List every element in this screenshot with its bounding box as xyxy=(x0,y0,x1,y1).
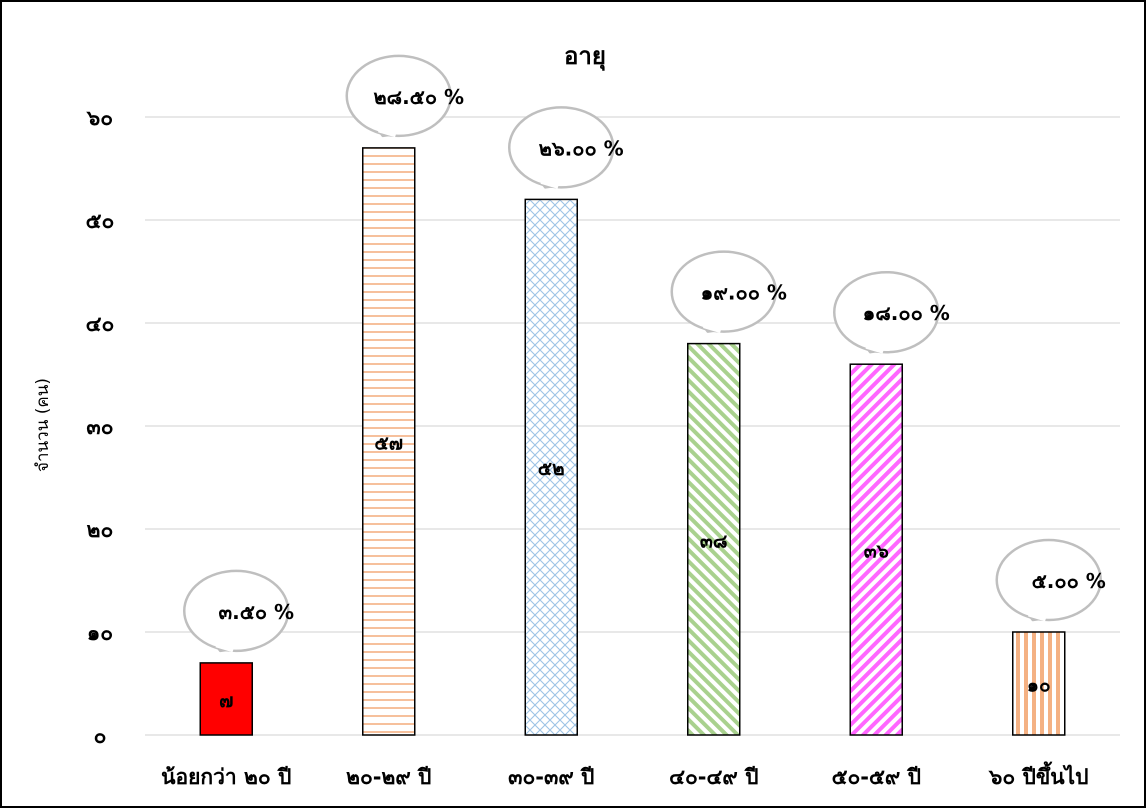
percent-callout: ๒๘.๕๐ % xyxy=(345,54,464,138)
y-tick-label: ๓๐ xyxy=(86,415,113,439)
data-label: ๗ xyxy=(219,690,233,712)
data-label: ๑๐ xyxy=(1027,675,1051,697)
x-axis-categories: น้อยกว่า ๒๐ ปี ๒๐-๒๙ ปี ๓๐-๓๙ ปี ๔๐-๔๙ ปี ๕๐… xyxy=(161,761,1088,789)
y-tick-label: ๐ xyxy=(94,724,107,748)
y-tick-label: ๑๐ xyxy=(87,621,113,645)
x-tick-label: ๕๐-๕๙ ปี xyxy=(832,765,921,789)
data-label: ๓๖ xyxy=(864,541,889,563)
data-label: ๕๒ xyxy=(538,458,565,480)
x-tick-label: น้อยกว่า ๒๐ ปี xyxy=(161,765,291,789)
percent-callout: ๕.๐๐ % xyxy=(995,538,1106,622)
y-tick-label: ๕๐ xyxy=(86,209,115,233)
percent-label: ๒๖.๐๐ % xyxy=(539,136,624,160)
bars: ๗ ๕๗๕๒๓๘๓๖๑๐ xyxy=(199,147,1066,736)
bar xyxy=(524,198,578,736)
gridlines xyxy=(145,116,1120,736)
percent-callout: ๑๙.๐๐ % xyxy=(670,250,787,333)
x-tick-label: ๖๐ ปีขึ้นไป xyxy=(988,761,1088,789)
x-tick-label: ๓๐-๓๙ ปี xyxy=(508,765,594,789)
percent-callout: ๑๘.๐๐ % xyxy=(833,270,950,354)
bar xyxy=(199,662,253,736)
percent-label: ๑๘.๐๐ % xyxy=(863,301,950,325)
percent-label: ๒๘.๕๐ % xyxy=(373,85,464,109)
y-tick-label: ๒๐ xyxy=(87,518,114,542)
percent-callout: ๒๖.๐๐ % xyxy=(508,106,624,189)
chart-title: อายุ xyxy=(564,42,606,72)
data-label: ๓๘ xyxy=(700,530,728,552)
x-tick-label: ๔๐-๔๙ ปี xyxy=(669,765,758,789)
x-tick-label: ๒๐-๒๙ ปี xyxy=(346,765,431,789)
percent-label: ๑๙.๐๐ % xyxy=(701,281,787,305)
bar xyxy=(362,147,416,736)
percent-label: ๓.๕๐ % xyxy=(218,600,294,624)
percent-callouts: ๓.๕๐ % ๒๘.๕๐ % ๒๖.๐๐ % ๑๙.๐๐ % ๑๘.๐๐ % ๕.๐๐ % xyxy=(183,54,1106,653)
bar xyxy=(849,363,903,736)
data-label: ๕๗ xyxy=(374,432,403,454)
y-tick-label: ๖๐ xyxy=(86,106,113,130)
percent-label: ๕.๐๐ % xyxy=(1032,569,1106,593)
y-tick-label: ๔๐ xyxy=(86,312,115,336)
y-axis-label: จำนวน (คน) xyxy=(33,378,53,472)
percent-callout: ๓.๕๐ % xyxy=(183,569,294,653)
y-axis-ticks: ๐ ๑๐ ๒๐ ๓๐ ๔๐ ๕๐ ๖๐ xyxy=(86,106,115,748)
bar xyxy=(1012,631,1066,736)
bar xyxy=(687,342,741,736)
